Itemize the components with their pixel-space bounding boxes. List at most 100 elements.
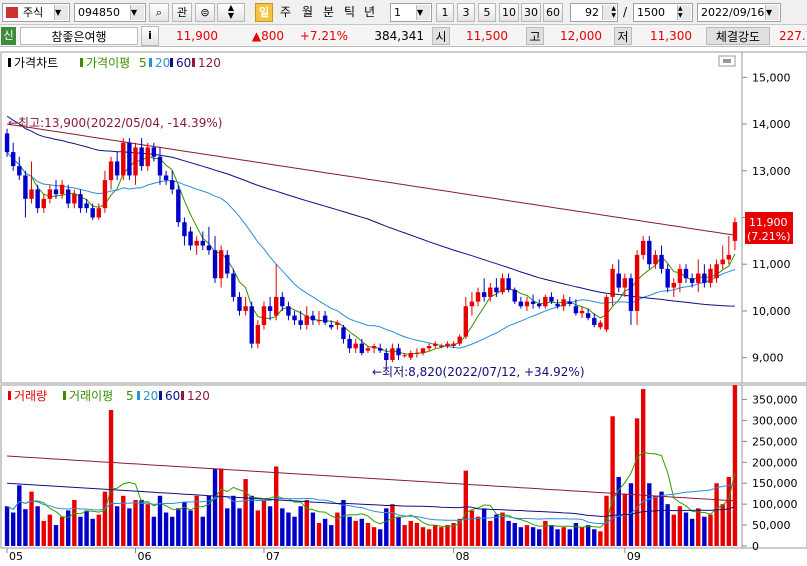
volume-bar bbox=[732, 385, 738, 546]
candle-body bbox=[585, 313, 591, 318]
price-legend-title: 가격차트 bbox=[14, 56, 58, 70]
chevron-down-icon[interactable]: ▼ bbox=[54, 5, 68, 20]
interval-3-button[interactable]: 3 bbox=[457, 3, 475, 22]
candle-body bbox=[347, 338, 352, 349]
volume-bar bbox=[659, 491, 664, 546]
interval-10-button[interactable]: 10 bbox=[499, 3, 519, 22]
price-low-annotation: ←최저:8,820(2022/07/12, +34.92%) bbox=[372, 365, 585, 379]
volume-bar bbox=[329, 525, 334, 546]
interval-1-button[interactable]: 1 bbox=[436, 3, 454, 22]
volume-bar bbox=[280, 508, 285, 546]
volume-legend-title: 거래량 bbox=[14, 389, 47, 403]
candle-body bbox=[47, 189, 53, 199]
volume-bar bbox=[518, 527, 524, 546]
period-monthly[interactable]: 월 bbox=[302, 5, 314, 19]
daily-button[interactable]: 일 bbox=[255, 3, 273, 22]
volume-bar bbox=[176, 508, 181, 546]
count-total-input[interactable]: 1500 ▲ ▼ bbox=[633, 3, 693, 22]
search-button[interactable]: ⌕ bbox=[149, 3, 169, 22]
volume-bar bbox=[53, 525, 59, 546]
month-tick-label: 07 bbox=[266, 550, 280, 563]
candle-body bbox=[329, 324, 334, 328]
volume-bar bbox=[494, 514, 499, 546]
candle-body bbox=[255, 324, 261, 344]
period-tick[interactable]: 틱 bbox=[344, 5, 356, 19]
period-year[interactable]: 년 bbox=[364, 5, 376, 19]
arrow-up-icon[interactable]: ▲ bbox=[227, 3, 235, 12]
candle-body bbox=[163, 175, 169, 181]
candle-body bbox=[475, 292, 481, 302]
candle-body bbox=[10, 152, 16, 167]
volume-bar bbox=[653, 495, 658, 546]
indicator-button[interactable]: ⊜ bbox=[195, 3, 215, 22]
volume-bar bbox=[261, 499, 267, 546]
volume-bar bbox=[90, 518, 95, 546]
spin-icon[interactable]: ▲ ▼ bbox=[677, 5, 691, 20]
candle-body bbox=[708, 268, 713, 283]
candle-body bbox=[151, 147, 157, 157]
volume-axis bbox=[741, 384, 807, 549]
period-minute[interactable]: 분 bbox=[323, 5, 335, 19]
candle-body bbox=[114, 161, 120, 176]
candle-body bbox=[622, 278, 628, 288]
chart-area[interactable]: 15,00014,00013,00012,00011,00010,0009,00… bbox=[0, 48, 807, 563]
stock-chart[interactable]: 15,00014,00013,00012,00011,00010,0009,00… bbox=[0, 48, 807, 563]
stock-code-input[interactable]: 094850 ▼ bbox=[74, 3, 146, 22]
volume-tick-label: 50,000 bbox=[752, 519, 791, 532]
watchlist-button[interactable]: 관 bbox=[172, 3, 192, 22]
period-weekly[interactable]: 주 bbox=[280, 5, 292, 19]
candle-body bbox=[604, 296, 609, 330]
candle-body bbox=[481, 292, 487, 297]
chevron-down-icon[interactable]: ▼ bbox=[416, 5, 430, 20]
date-picker[interactable]: 2022/09/16 ▼ bbox=[697, 3, 781, 22]
candle-body bbox=[298, 320, 303, 325]
strength-value: 227.7 bbox=[779, 29, 807, 43]
volume-bar bbox=[463, 470, 469, 546]
candle-body bbox=[573, 306, 579, 314]
spin-icon[interactable]: ▲ ▼ bbox=[602, 5, 616, 20]
count-input[interactable]: 92 ▲ ▼ bbox=[570, 3, 618, 22]
volume-bar bbox=[114, 506, 120, 546]
chevron-down-icon[interactable]: ▼ bbox=[765, 5, 779, 20]
price-legend-ma20: 20 bbox=[155, 56, 170, 70]
volume-bar bbox=[286, 512, 291, 546]
candle-body bbox=[359, 343, 365, 353]
count-value: 92 bbox=[585, 6, 599, 19]
candle-body bbox=[537, 303, 542, 307]
candle-body bbox=[4, 133, 10, 153]
volume-legend-ma-label: 거래이평 bbox=[69, 389, 113, 403]
chevron-down-icon[interactable]: ▼ bbox=[130, 5, 144, 20]
volume-bar bbox=[622, 493, 628, 546]
volume-bar bbox=[316, 522, 322, 546]
volume-bar bbox=[537, 529, 542, 546]
grid-lines bbox=[6, 76, 747, 553]
unit-select[interactable]: 1 ▼ bbox=[390, 3, 432, 22]
open-price: 11,500 bbox=[466, 29, 508, 43]
interval-30-button[interactable]: 30 bbox=[521, 3, 541, 22]
interval-5-button[interactable]: 5 bbox=[478, 3, 496, 22]
interval-60-button[interactable]: 60 bbox=[543, 3, 563, 22]
volume-bar bbox=[157, 495, 163, 546]
candle-body bbox=[616, 273, 621, 288]
price-panel[interactable] bbox=[0, 51, 743, 384]
volume-bar bbox=[170, 516, 175, 546]
volume-bar bbox=[714, 483, 719, 546]
market-icon bbox=[6, 7, 18, 18]
candle-body bbox=[194, 240, 199, 246]
volume-bar bbox=[720, 504, 725, 546]
volume-bar bbox=[377, 529, 383, 546]
arrow-down-icon[interactable]: ▼ bbox=[227, 11, 235, 20]
candle-body bbox=[445, 343, 450, 346]
volume-bar bbox=[579, 527, 585, 546]
candle-body bbox=[176, 189, 181, 223]
candle-body bbox=[396, 348, 401, 356]
candle-body bbox=[653, 254, 658, 265]
info-button[interactable]: i bbox=[141, 26, 159, 46]
volume-bar bbox=[298, 506, 303, 546]
volume-bar bbox=[102, 491, 108, 546]
volume-bar bbox=[396, 516, 401, 546]
candle-body bbox=[390, 348, 395, 360]
volume-ma5-line bbox=[6, 451, 736, 528]
market-select[interactable]: 주식 ▼ bbox=[2, 3, 70, 22]
updown-stepper[interactable]: ▲ ▼ bbox=[217, 3, 245, 22]
